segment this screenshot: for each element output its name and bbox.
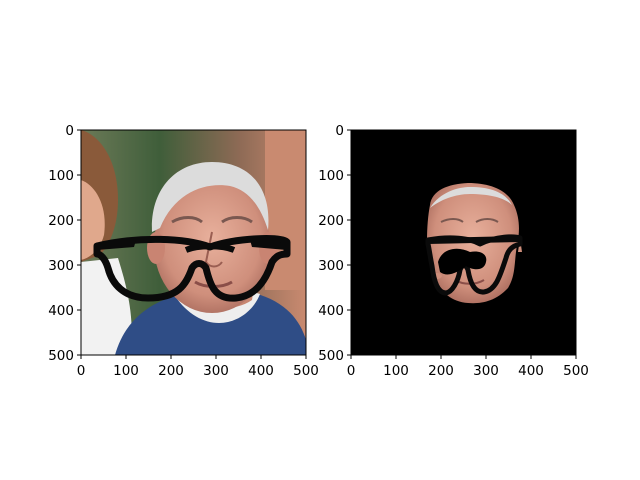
right-y-tick-label: 100 (318, 168, 344, 184)
right-x-tick-label: 200 (428, 363, 454, 379)
left-y-tick-label: 0 (65, 123, 74, 139)
segmented-eyeglasses (425, 234, 523, 296)
left-x-tick-label: 200 (158, 363, 184, 379)
right-y-tick-label: 0 (335, 123, 344, 139)
photo-with-glasses (81, 130, 306, 355)
right-y-tick-label: 300 (318, 258, 344, 274)
eyeglasses-overlay (93, 235, 291, 302)
left-y-tick-label: 100 (48, 168, 74, 184)
right-x-tick-label: 400 (518, 363, 544, 379)
right-x-tick-label: 300 (473, 363, 499, 379)
right-axes-frame (350, 129, 577, 356)
left-axes-frame (80, 129, 307, 356)
right-y-tick-label: 400 (318, 303, 344, 319)
left-x-tick-label: 0 (77, 363, 86, 379)
right-y-tick-label: 200 (318, 213, 344, 229)
left-y-tick-label: 200 (48, 213, 74, 229)
left-y-tick-label: 300 (48, 258, 74, 274)
left-y-tick-label: 500 (48, 348, 74, 364)
left-y-tick-label: 400 (48, 303, 74, 319)
left-x-tick-label: 300 (203, 363, 229, 379)
right-x-tick-label: 100 (383, 363, 409, 379)
left-x-tick-label: 500 (293, 363, 319, 379)
right-y-tick-label: 500 (318, 348, 344, 364)
right-x-tick-label: 0 (347, 363, 356, 379)
left-x-tick-label: 400 (248, 363, 274, 379)
left-x-tick-label: 100 (113, 363, 139, 379)
right-x-tick-label: 500 (563, 363, 589, 379)
